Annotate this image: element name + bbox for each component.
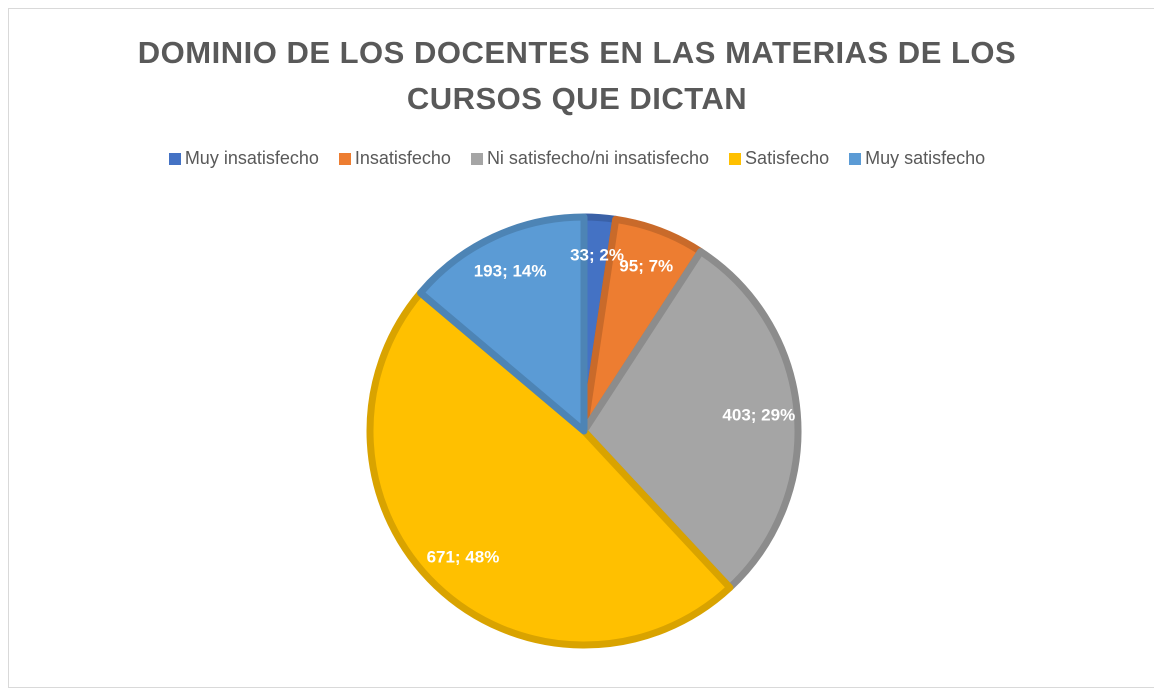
legend-label: Ni satisfecho/ni insatisfecho [486,148,710,168]
legend-swatch [338,152,351,165]
legend-item: Insatisfecho [338,148,451,169]
legend-swatch [168,152,181,165]
legend-swatch [849,152,862,165]
legend: Muy insatisfecho Insatisfecho Ni satisfech… [0,148,1154,169]
pie-slice [366,289,734,649]
pie-slice [417,213,588,435]
legend-item: Ni satisfecho/ni insatisfecho [470,148,710,169]
legend-item: Muy satisfecho [849,148,985,169]
data-label: 33; 2% [570,245,624,264]
legend-swatch [470,152,483,165]
data-label: 193; 14% [474,261,547,280]
data-label: 671; 48% [427,548,500,567]
legend-item: Muy insatisfecho [168,148,319,169]
legend-label: Insatisfecho [354,148,451,168]
chart-title: DOMINIO DE LOS DOCENTES EN LAS MATERIAS … [137,35,1017,116]
legend-label: Muy satisfecho [865,148,986,168]
legend-label: Muy insatisfecho [184,148,319,168]
data-label: 403; 29% [722,405,795,424]
legend-item: Satisfecho [729,148,829,169]
legend-label: Satisfecho [745,148,830,168]
data-label: 95; 7% [619,256,673,275]
legend-swatch [729,152,742,165]
pie-slice [580,248,802,592]
